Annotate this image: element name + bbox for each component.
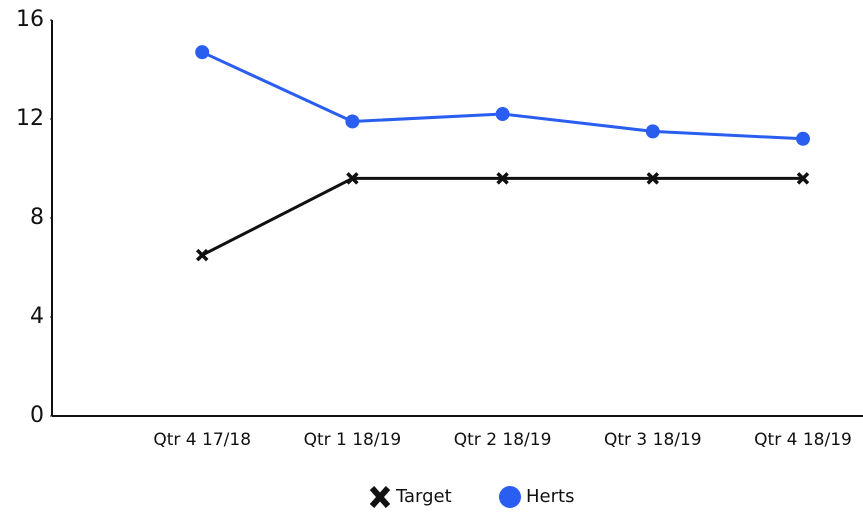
y-tick-label: 0 <box>30 403 44 428</box>
point-marker <box>796 131 810 146</box>
x-marker <box>796 172 810 185</box>
point-marker <box>495 107 510 122</box>
legend-label: Target <box>395 486 452 507</box>
legend-marker <box>499 486 521 508</box>
point-marker <box>345 114 360 129</box>
series-line <box>201 50 804 141</box>
legend-label: Herts <box>526 486 574 507</box>
y-tick-label: 12 <box>16 106 44 131</box>
x-tick-label: Qtr 2 18/19 <box>454 430 552 450</box>
x-tick-label: Qtr 3 18/19 <box>604 430 702 450</box>
x-tick-label: Qtr 4 18/19 <box>754 430 852 450</box>
x-marker <box>646 172 660 185</box>
x-marker <box>195 248 209 262</box>
y-tick-label: 4 <box>30 304 44 329</box>
legend-marker <box>369 486 391 508</box>
y-tick-label: 8 <box>30 205 44 230</box>
series-line <box>201 176 803 257</box>
x-tick-label: Qtr 1 18/19 <box>304 430 402 450</box>
x-marker <box>346 172 359 185</box>
x-tick-label: Qtr 4 17/18 <box>153 430 251 450</box>
y-tick-label: 16 <box>16 7 44 32</box>
point-marker <box>195 45 210 60</box>
x-marker <box>496 172 509 185</box>
point-marker <box>645 124 660 139</box>
